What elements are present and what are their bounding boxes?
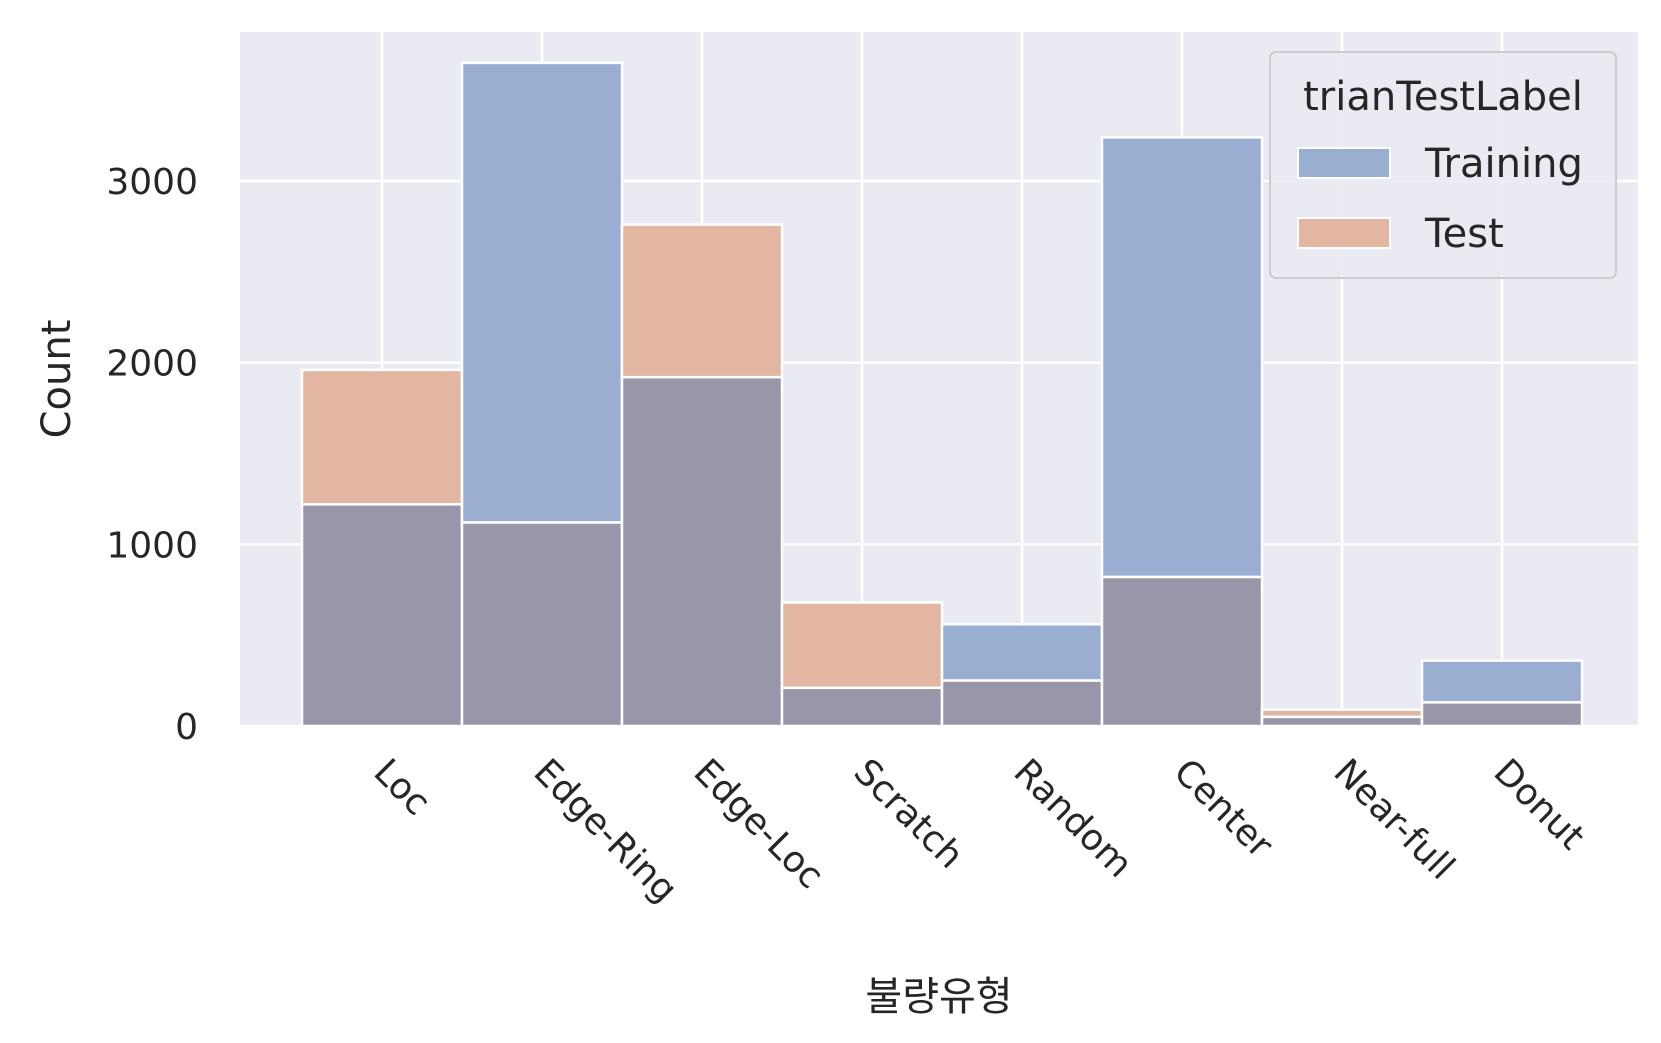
y-tick-label-0: 0 [175, 707, 198, 748]
legend-swatch-training [1297, 147, 1391, 179]
bar-overlap-loc [300, 503, 464, 728]
x-tick-label-center: Center [1166, 751, 1281, 866]
bar-overlap-random [940, 679, 1104, 728]
legend-label-training: Training [1424, 141, 1583, 187]
x-tick-label-edge-ring: Edge-Ring [526, 751, 685, 910]
bar-overlap-scratch [780, 686, 944, 728]
y-tick-label-2: 2000 [106, 344, 198, 385]
x-tick-label-edge-loc: Edge-Loc [686, 751, 832, 897]
y-tick-label-1: 1000 [106, 525, 198, 566]
x-tick-label-near-full: Near-full [1326, 751, 1463, 888]
legend-title: trianTestLabel [1303, 74, 1583, 120]
bars-group [300, 61, 1584, 728]
bar-training-edge-ring [460, 61, 624, 524]
bar-overlap-center [1100, 575, 1264, 728]
x-tick-label-loc: Loc [366, 751, 438, 823]
bar-test-scratch [780, 601, 944, 690]
y-tick-label-3: 3000 [106, 162, 198, 203]
bar-overlap-donut [1420, 701, 1584, 728]
bar-overlap-edge-ring [460, 521, 624, 728]
legend-label-test: Test [1424, 211, 1504, 257]
bar-test-edge-loc [620, 223, 784, 379]
bar-training-donut [1420, 659, 1584, 704]
legend: trianTestLabel Training Test [1269, 51, 1617, 279]
bar-training-center [1100, 136, 1264, 579]
bar-test-loc [300, 368, 464, 506]
bar-overlap-edge-loc [620, 375, 784, 728]
x-ticks: Loc Edge-Ring Edge-Loc Scratch Random Center N… [366, 751, 1592, 910]
y-axis-label: Count [34, 320, 80, 439]
legend-swatch-test [1297, 217, 1391, 249]
bar-overlap-near-full [1260, 715, 1424, 728]
x-tick-label-donut: Donut [1486, 751, 1592, 857]
x-tick-label-scratch: Scratch [846, 751, 971, 876]
x-tick-label-random: Random [1006, 751, 1140, 885]
y-ticks: 0 1000 2000 3000 [106, 162, 198, 748]
bar-training-random [940, 623, 1104, 682]
x-axis-label: 불량유형 [865, 974, 1012, 1020]
